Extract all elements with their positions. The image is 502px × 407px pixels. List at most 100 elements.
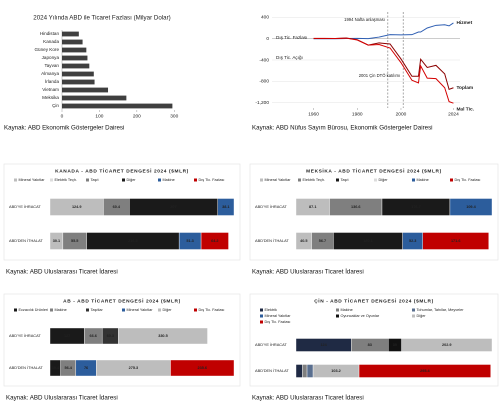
event-label: 1994 Nafta anlaşması <box>344 17 385 22</box>
legend-label: Dış Tic. Fazlası <box>265 320 291 324</box>
value-label: 60.4 <box>113 205 121 209</box>
value-label: 52.3 <box>409 239 416 243</box>
legend-label: Taşıt <box>341 178 350 182</box>
value-label: 202.9 <box>442 343 452 347</box>
x-tick-label: 1980 <box>352 111 363 117</box>
annotation: Dış Tic. Fazlası <box>276 35 307 40</box>
category-label: Kanada <box>43 39 59 44</box>
value-label: 124 <box>320 343 327 347</box>
legend-label: Diğer <box>379 178 389 182</box>
legend-swatch <box>158 178 161 182</box>
legend-swatch <box>336 314 339 318</box>
value-label: 39.4 <box>52 366 60 370</box>
bar-segment <box>306 364 314 378</box>
legend-label: Dış Tic. Fazlası <box>455 178 481 182</box>
legend-swatch <box>260 314 263 318</box>
x-tick-label: 2024 <box>448 111 459 117</box>
legend-label: Elektrik <box>265 308 278 312</box>
value-label: 216.5 <box>128 239 138 243</box>
category-label: Japonya <box>42 55 60 60</box>
legend-swatch <box>336 308 339 312</box>
value-label: 60.3 <box>107 334 114 338</box>
legend-label: Diğer <box>417 314 427 318</box>
bar-segment <box>401 338 493 352</box>
bar-segment <box>422 232 489 250</box>
chart-title: MEKSİKA - ABD TİCARET DENGESİ 2024 ($MLR… <box>306 167 442 174</box>
value-label: 87.1 <box>309 205 316 209</box>
legend-swatch <box>122 308 125 312</box>
bar <box>62 39 83 45</box>
category-label: Çin <box>52 103 59 108</box>
value-label: 330.5 <box>158 334 168 338</box>
bar <box>62 47 87 53</box>
legend-swatch <box>14 178 17 182</box>
legend-label: Mineral Yakıtlar <box>19 178 46 182</box>
value-label: 235.6 <box>197 366 207 370</box>
legend-label: Eczacılık Ürünleri <box>19 308 49 312</box>
x-tick-label: 1960 <box>308 111 319 117</box>
source-caption: Kaynak: ABD Ekonomik Göstergeler Dairesi <box>4 125 124 132</box>
value-label: 56.7 <box>319 239 326 243</box>
legend-swatch <box>412 308 415 312</box>
y-tick-label: 400 <box>261 15 269 21</box>
legend-swatch <box>86 178 89 182</box>
bar <box>62 87 109 93</box>
legend-swatch <box>14 308 17 312</box>
x-tick-label: 0 <box>61 113 64 119</box>
legend-swatch <box>50 308 53 312</box>
value-label: 30 <box>393 343 397 347</box>
value-label: 207 <box>170 205 176 209</box>
bar <box>62 103 173 109</box>
legend-swatch <box>86 308 89 312</box>
bar <box>62 31 79 37</box>
panel-frame <box>249 293 499 387</box>
series-line <box>313 37 454 104</box>
bar-segment <box>170 359 235 377</box>
bar <box>62 55 88 61</box>
y-tick-label: -800 <box>259 79 269 85</box>
category-label: ABD'DEN İTHALAT <box>9 238 43 243</box>
value-label: 136.6 <box>351 205 361 209</box>
value-label: 66.6 <box>90 334 97 338</box>
legend-label: Elektrik Teçh. <box>303 178 326 182</box>
category-label: İrlanda <box>45 78 59 84</box>
legend-swatch <box>298 178 301 182</box>
legend-swatch <box>194 178 197 182</box>
value-label: 103.2 <box>331 369 341 373</box>
legend-label: Oyuncaklar ve Oyunlar <box>341 314 380 318</box>
legend-swatch <box>158 308 161 312</box>
source-caption: Kaynak: ABD Nüfus Sayım Bürosu, Ekonomik… <box>252 125 433 132</box>
series-label: Hizmet <box>456 20 472 26</box>
legend-label: Dış Tic. Fazlası <box>199 178 225 182</box>
category-label: Meksika <box>42 95 59 100</box>
series-label: Toplam <box>456 85 473 91</box>
legend-label: Taşıt <box>91 178 100 182</box>
value-label: 176.7 <box>411 205 421 209</box>
bar-segment <box>295 364 303 378</box>
legend-swatch <box>336 178 339 182</box>
legend-label: Makine <box>341 308 353 312</box>
y-tick-label: 0 <box>266 36 269 42</box>
legend-swatch <box>374 178 377 182</box>
source-caption: Kaynak: ABD Uluslararası Ticaret İdaresi <box>6 395 118 402</box>
panel-frame <box>3 163 241 261</box>
legend-swatch <box>260 320 263 324</box>
y-tick-label: -1,200 <box>255 100 269 106</box>
annotation: Dış Tic. Açığı <box>276 55 303 60</box>
x-tick-label: 100 <box>95 113 103 119</box>
legend-swatch <box>412 314 415 318</box>
category-label: ABD'DEN İTHALAT <box>9 365 43 370</box>
value-label: 38.1 <box>222 205 229 209</box>
legend-label: Makine <box>55 308 67 312</box>
bar <box>62 71 94 77</box>
value-label: 295.4 <box>420 369 430 373</box>
legend-label: Dış Tic. Fazlası <box>199 308 225 312</box>
value-label: 83 <box>368 343 372 347</box>
x-tick-label: 2000 <box>396 111 407 117</box>
legend-swatch <box>122 178 125 182</box>
panel-frame <box>249 163 499 261</box>
category-label: Hindistan <box>40 31 60 36</box>
value-label: 275.3 <box>129 366 139 370</box>
legend-swatch <box>412 178 415 182</box>
bar <box>62 95 127 101</box>
